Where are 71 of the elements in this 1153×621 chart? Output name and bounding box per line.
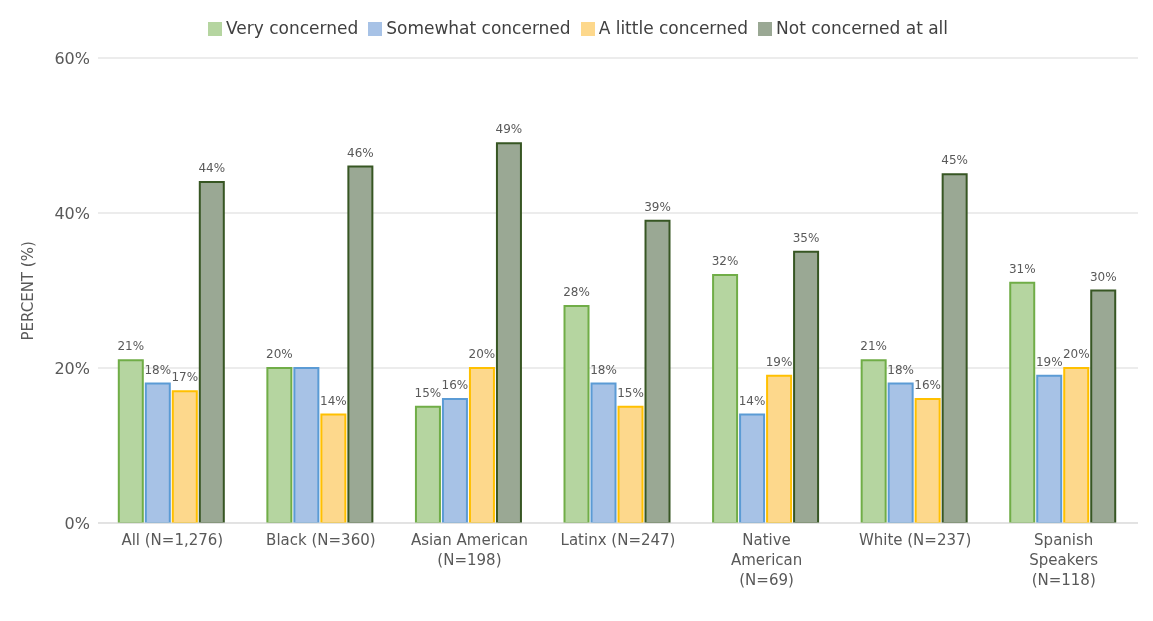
data-label: 20% — [468, 347, 496, 361]
x-tick-label: Latinx (N=247) — [560, 531, 676, 549]
y-axis-title: PERCENT (%) — [19, 241, 38, 341]
data-label: 21% — [117, 339, 145, 354]
data-label: 20% — [1062, 347, 1090, 361]
bar — [495, 142, 522, 523]
bar — [793, 250, 820, 523]
legend-label: A little concerned — [598, 18, 749, 38]
data-label: 28% — [563, 285, 590, 299]
x-tick-label: White (N=237) — [858, 531, 972, 549]
data-label: 35% — [792, 230, 820, 245]
y-tick-label: 40% — [54, 203, 90, 223]
bar — [617, 405, 644, 523]
bar — [293, 367, 320, 523]
data-label: 16% — [441, 378, 469, 392]
bar — [266, 367, 293, 523]
bar — [468, 367, 495, 523]
bar — [1063, 367, 1090, 523]
data-label: 45% — [941, 153, 968, 168]
data-label: 18% — [887, 362, 914, 377]
bar — [1036, 374, 1063, 523]
bar — [171, 390, 198, 523]
data-label: 31% — [1008, 261, 1036, 276]
bar — [887, 382, 914, 523]
data-label: 44% — [198, 161, 226, 175]
data-label: 15% — [414, 385, 442, 400]
bar — [914, 398, 941, 523]
data-label: 14% — [320, 393, 347, 408]
bar — [1009, 281, 1036, 523]
bar — [347, 165, 374, 523]
bar — [1090, 289, 1117, 523]
data-label: 18% — [590, 362, 617, 377]
bar — [739, 413, 766, 523]
bar — [563, 305, 590, 523]
data-label: 46% — [347, 145, 374, 160]
bar — [320, 413, 347, 523]
data-label: 14% — [738, 393, 766, 408]
y-tick-label: 60% — [54, 48, 90, 68]
bar — [766, 374, 793, 523]
data-label: 19% — [765, 354, 793, 369]
data-label: 19% — [1035, 354, 1063, 369]
data-label: 20% — [266, 347, 293, 361]
x-tick-label: All (N=1,276) — [121, 531, 224, 549]
bar — [644, 219, 671, 523]
data-label: 17% — [171, 370, 199, 385]
data-label: 21% — [860, 339, 887, 354]
data-label: 18% — [144, 362, 172, 377]
data-label: 30% — [1089, 269, 1117, 284]
data-label: 16% — [914, 378, 941, 392]
data-label: 49% — [495, 122, 523, 137]
bar — [414, 405, 441, 523]
x-tick-label: Asian American (N=198) — [410, 531, 528, 569]
data-label: 39% — [644, 199, 671, 214]
legend-label: Not concerned at all — [776, 18, 949, 38]
legend-label: Somewhat concerned — [386, 18, 571, 38]
x-tick-label: Black (N=360) — [266, 531, 376, 549]
bar — [712, 274, 739, 523]
x-tick-label: Spanish Speakers (N=118) — [1029, 531, 1099, 589]
bar — [590, 382, 617, 523]
y-tick-label: 20% — [54, 358, 90, 378]
bar — [144, 382, 171, 523]
x-tick-label: Native American (N=69) — [730, 531, 803, 589]
data-label: 32% — [711, 254, 739, 268]
y-tick-label: 0% — [64, 513, 90, 533]
bar — [117, 359, 144, 523]
data-label: 15% — [617, 385, 644, 400]
legend-label: Very concerned — [225, 18, 359, 38]
bar — [941, 173, 968, 523]
bar — [198, 181, 225, 523]
bar — [441, 398, 468, 523]
bar — [860, 359, 887, 523]
